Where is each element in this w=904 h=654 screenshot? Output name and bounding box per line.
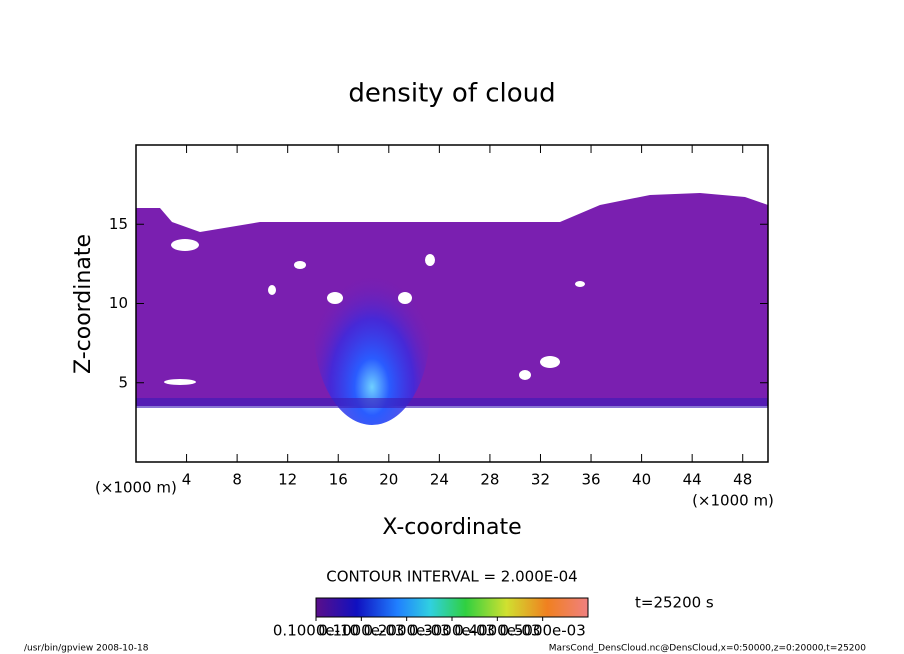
chart-title: density of cloud: [348, 79, 555, 109]
contour-interval: CONTOUR INTERVAL = 2.000E-04: [326, 568, 577, 586]
x-tick-label: 44: [683, 471, 702, 489]
cloud-base: [136, 398, 768, 408]
x-tick-label: 12: [278, 471, 297, 489]
time-label: t=25200 s: [635, 594, 714, 612]
y-tick-label: 15: [109, 215, 128, 233]
x-tick-label: 20: [379, 471, 398, 489]
colorbar-label: 0.5000e-03: [500, 622, 586, 640]
x-axis-label: X-coordinate: [382, 515, 521, 540]
x-tick-label: 16: [329, 471, 348, 489]
x-unit: (×1000 m): [95, 479, 177, 497]
cloud-field: [136, 193, 768, 406]
x-tick-label: 28: [480, 471, 499, 489]
x-tick-label: 24: [430, 471, 449, 489]
colorbar: [315, 597, 589, 618]
colorbar-label: 0.4000e-03: [454, 622, 540, 640]
y-tick-label: 10: [109, 294, 128, 312]
colorbar-label: 0.1000e-03: [318, 622, 404, 640]
cloud-gaps: [164, 239, 585, 385]
y-axis-label: Z-coordinate: [71, 234, 96, 374]
footer-right: MarsCond_DensCloud.nc@DensCloud,x=0:5000…: [549, 644, 866, 654]
colorbar-label: 0.2000e-03: [364, 622, 450, 640]
x-tick-label: 32: [531, 471, 550, 489]
cloud-core: [314, 235, 430, 425]
x-tick-label: 48: [733, 471, 752, 489]
x-tick-label: 8: [232, 471, 242, 489]
x-tick-label: 36: [581, 471, 600, 489]
x-tick-label: 4: [182, 471, 192, 489]
y-tick-label: 5: [118, 373, 128, 391]
colorbar-label: 0.1000e-10: [273, 622, 359, 640]
colorbar-label: 0.3000e-03: [409, 622, 495, 640]
x-unit: (×1000 m): [692, 492, 774, 510]
x-tick-label: 40: [632, 471, 651, 489]
footer-left: /usr/bin/gpview 2008-10-18: [24, 644, 149, 654]
